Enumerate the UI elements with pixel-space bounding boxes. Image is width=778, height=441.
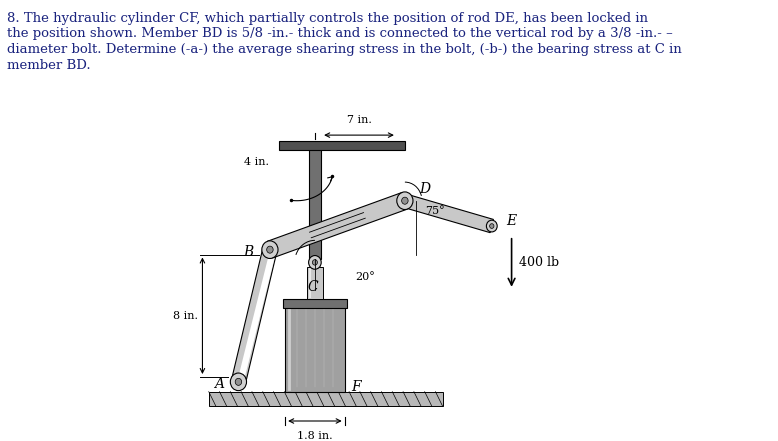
Circle shape — [309, 255, 321, 269]
Circle shape — [230, 373, 247, 391]
Text: 400 lb: 400 lb — [519, 256, 559, 269]
Text: A: A — [214, 377, 224, 391]
Polygon shape — [279, 141, 405, 150]
Polygon shape — [403, 194, 493, 233]
Polygon shape — [307, 267, 323, 299]
Text: 8 in.: 8 in. — [173, 311, 198, 321]
Polygon shape — [232, 248, 277, 384]
Circle shape — [486, 220, 497, 232]
Circle shape — [489, 224, 494, 228]
Text: 1.8 in.: 1.8 in. — [297, 431, 333, 441]
Circle shape — [401, 197, 408, 204]
Text: 4 in.: 4 in. — [244, 157, 269, 167]
Text: D: D — [419, 182, 430, 196]
Circle shape — [235, 378, 242, 385]
Text: member BD.: member BD. — [7, 59, 91, 72]
Text: F: F — [351, 380, 360, 394]
Circle shape — [262, 241, 278, 258]
Text: 75°: 75° — [425, 206, 444, 216]
Text: 8. The hydraulic cylinder CF, which partially controls the position of rod DE, h: 8. The hydraulic cylinder CF, which part… — [7, 12, 648, 25]
Polygon shape — [309, 145, 321, 259]
Text: E: E — [506, 214, 517, 228]
Text: C: C — [308, 280, 318, 294]
Text: diameter bolt. Determine (­a­) the average shearing stress in the bolt, (­b­) th: diameter bolt. Determine (­a­) the avera… — [7, 43, 682, 56]
Polygon shape — [238, 252, 275, 380]
Text: B: B — [244, 245, 254, 258]
Circle shape — [313, 260, 317, 265]
Polygon shape — [286, 303, 345, 392]
Polygon shape — [282, 299, 347, 308]
Circle shape — [397, 192, 413, 209]
Text: 7 in.: 7 in. — [346, 115, 371, 125]
Polygon shape — [268, 192, 408, 258]
Text: the position shown. Member BD is 5/8 ­in.­ thick and is connected to the vertica: the position shown. Member BD is 5/8 ­in… — [7, 27, 673, 41]
Circle shape — [267, 246, 273, 253]
Text: 20°: 20° — [356, 272, 375, 282]
Polygon shape — [209, 392, 443, 406]
